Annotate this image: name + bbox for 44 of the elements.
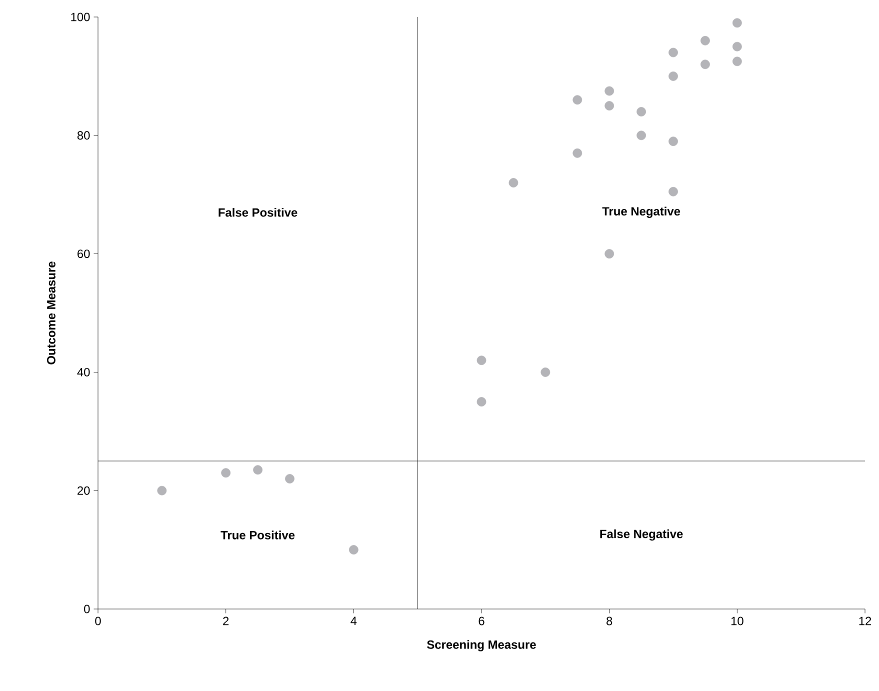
x-tick-label: 2 bbox=[223, 616, 229, 626]
annotation: True Negative bbox=[602, 206, 680, 218]
point bbox=[636, 130, 646, 140]
point bbox=[700, 36, 710, 46]
x-tick-label: 10 bbox=[731, 616, 744, 626]
point bbox=[604, 101, 614, 110]
point bbox=[668, 136, 678, 146]
point bbox=[476, 397, 486, 406]
point bbox=[604, 249, 614, 258]
point bbox=[476, 356, 486, 366]
y-tick-label: 80 bbox=[77, 131, 90, 140]
point bbox=[572, 148, 582, 158]
point bbox=[732, 18, 742, 28]
point bbox=[668, 71, 678, 81]
x-tick-label: 0 bbox=[95, 616, 101, 626]
point bbox=[604, 86, 614, 96]
point bbox=[668, 186, 678, 196]
point bbox=[700, 60, 710, 70]
y-tick-label: 40 bbox=[77, 368, 90, 376]
y-tick-label: 60 bbox=[78, 250, 90, 258]
x-axis-title: Screening Measure bbox=[427, 640, 536, 652]
point bbox=[253, 465, 262, 475]
annotation: False Negative bbox=[600, 529, 683, 541]
point bbox=[540, 367, 550, 377]
point bbox=[732, 42, 742, 52]
point bbox=[285, 474, 294, 484]
x-tick-label: 6 bbox=[478, 616, 484, 626]
x-tick-label: 12 bbox=[859, 616, 872, 626]
point bbox=[636, 107, 646, 116]
point bbox=[157, 486, 167, 496]
y-tick-label: 0 bbox=[84, 604, 90, 614]
point bbox=[572, 95, 582, 105]
point bbox=[732, 56, 742, 66]
annotation: False Positive bbox=[218, 208, 298, 217]
y-axis-title: Outcome Measure bbox=[46, 262, 56, 364]
y-tick-label: 100 bbox=[71, 12, 90, 22]
point bbox=[508, 178, 518, 188]
point bbox=[668, 48, 678, 58]
point bbox=[221, 468, 231, 478]
y-tick-label: 20 bbox=[78, 486, 90, 495]
annotation: True Positive bbox=[220, 530, 295, 540]
x-tick-label: 4 bbox=[350, 616, 357, 625]
point bbox=[348, 545, 358, 554]
x-tick-label: 8 bbox=[606, 616, 612, 626]
